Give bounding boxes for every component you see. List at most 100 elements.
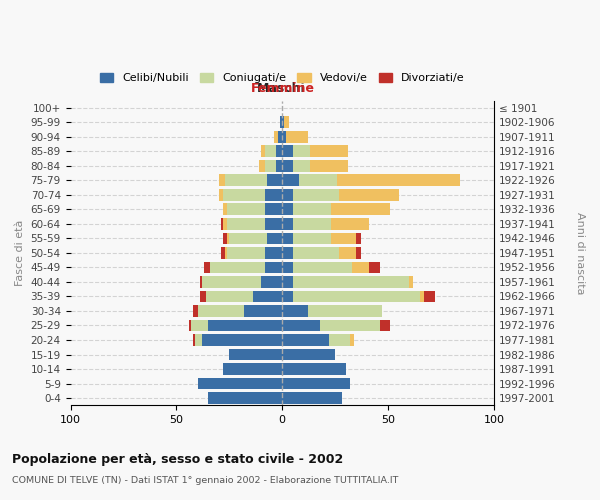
- Bar: [265, 262, 282, 274]
- Bar: [219, 174, 225, 186]
- Bar: [420, 290, 424, 302]
- Bar: [409, 276, 413, 288]
- Text: COMUNE DI TELVE (TN) - Dati ISTAT 1° gennaio 2002 - Elaborazione TUTTITALIA.IT: COMUNE DI TELVE (TN) - Dati ISTAT 1° gen…: [12, 476, 398, 485]
- Bar: [331, 232, 356, 244]
- Bar: [282, 174, 299, 186]
- Bar: [340, 189, 398, 201]
- Bar: [196, 334, 202, 346]
- Bar: [189, 320, 191, 332]
- Bar: [265, 204, 282, 216]
- Bar: [219, 189, 223, 201]
- Bar: [284, 116, 289, 128]
- Bar: [331, 218, 369, 230]
- Bar: [293, 189, 340, 201]
- Bar: [329, 334, 350, 346]
- Bar: [282, 276, 293, 288]
- Bar: [337, 174, 460, 186]
- Bar: [299, 174, 337, 186]
- Bar: [293, 204, 331, 216]
- Bar: [265, 218, 282, 230]
- Bar: [268, 232, 282, 244]
- Text: Maschi: Maschi: [257, 82, 305, 94]
- Bar: [282, 392, 341, 404]
- Bar: [282, 290, 293, 302]
- Bar: [202, 334, 282, 346]
- Bar: [293, 262, 352, 274]
- Bar: [221, 218, 223, 230]
- Bar: [197, 305, 244, 317]
- Text: Popolazione per età, sesso e stato civile - 2002: Popolazione per età, sesso e stato civil…: [12, 452, 343, 466]
- Bar: [221, 247, 225, 259]
- Bar: [208, 392, 282, 404]
- Bar: [225, 247, 227, 259]
- Bar: [265, 247, 282, 259]
- Bar: [282, 247, 293, 259]
- Bar: [202, 276, 261, 288]
- Bar: [293, 232, 331, 244]
- Bar: [274, 131, 278, 143]
- Bar: [282, 262, 293, 274]
- Bar: [223, 363, 282, 375]
- Bar: [276, 160, 282, 172]
- Bar: [276, 146, 282, 158]
- Bar: [340, 247, 356, 259]
- Bar: [356, 247, 361, 259]
- Bar: [268, 174, 282, 186]
- Bar: [259, 160, 265, 172]
- Bar: [286, 131, 308, 143]
- Y-axis label: Fasce di età: Fasce di età: [15, 220, 25, 286]
- Bar: [200, 290, 206, 302]
- Y-axis label: Anni di nascita: Anni di nascita: [575, 212, 585, 294]
- Bar: [280, 116, 282, 128]
- Bar: [282, 334, 329, 346]
- Legend: Celibi/Nubili, Coniugati/e, Vedovi/e, Divorziati/e: Celibi/Nubili, Coniugati/e, Vedovi/e, Di…: [97, 70, 468, 87]
- Bar: [282, 320, 320, 332]
- Bar: [229, 232, 268, 244]
- Bar: [310, 146, 348, 158]
- Bar: [206, 290, 253, 302]
- Bar: [282, 218, 293, 230]
- Bar: [265, 146, 276, 158]
- Bar: [223, 218, 227, 230]
- Bar: [227, 232, 229, 244]
- Bar: [282, 160, 293, 172]
- Bar: [225, 174, 268, 186]
- Bar: [350, 334, 354, 346]
- Text: Femmine: Femmine: [251, 82, 315, 94]
- Bar: [282, 146, 293, 158]
- Bar: [356, 232, 361, 244]
- Bar: [223, 189, 265, 201]
- Bar: [369, 262, 380, 274]
- Bar: [223, 204, 227, 216]
- Bar: [191, 320, 208, 332]
- Bar: [282, 131, 286, 143]
- Bar: [282, 189, 293, 201]
- Bar: [227, 247, 265, 259]
- Bar: [200, 276, 202, 288]
- Bar: [331, 204, 390, 216]
- Bar: [308, 305, 382, 317]
- Bar: [352, 262, 369, 274]
- Bar: [293, 276, 409, 288]
- Bar: [223, 232, 227, 244]
- Bar: [193, 305, 197, 317]
- Bar: [261, 146, 265, 158]
- Bar: [227, 204, 265, 216]
- Bar: [320, 320, 380, 332]
- Bar: [282, 348, 335, 360]
- Bar: [282, 232, 293, 244]
- Bar: [278, 131, 282, 143]
- Bar: [293, 160, 310, 172]
- Bar: [229, 348, 282, 360]
- Bar: [227, 218, 265, 230]
- Bar: [265, 160, 276, 172]
- Bar: [193, 334, 196, 346]
- Bar: [261, 276, 282, 288]
- Bar: [282, 363, 346, 375]
- Bar: [380, 320, 390, 332]
- Bar: [310, 160, 348, 172]
- Bar: [210, 262, 265, 274]
- Bar: [197, 378, 282, 390]
- Bar: [208, 320, 282, 332]
- Bar: [282, 305, 308, 317]
